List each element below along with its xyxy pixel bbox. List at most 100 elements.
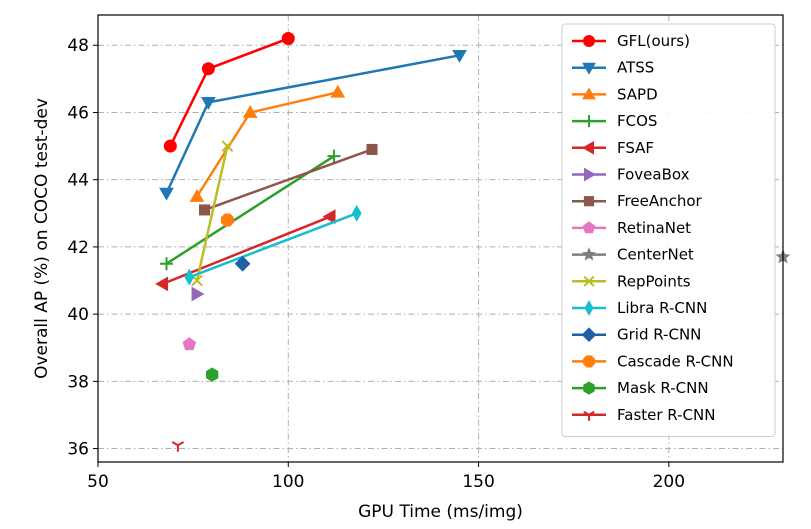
y-axis-label: Overall AP (%) on COCO test-dev	[32, 98, 52, 379]
legend-item: RetinaNet	[572, 219, 691, 237]
y-tick-label: 44	[67, 171, 89, 191]
series-line	[169, 37, 289, 147]
legend-item: FCOS	[572, 112, 657, 130]
legend-item: FoveaBox	[572, 166, 690, 184]
data-point	[184, 268, 195, 286]
legend-box	[561, 23, 776, 437]
series-layer	[155, 32, 791, 452]
data-point	[351, 204, 362, 222]
data-point	[171, 441, 185, 452]
data-point	[330, 84, 346, 98]
legend-label: Cascade R-CNN	[617, 352, 734, 370]
legend-label: RepPoints	[617, 272, 691, 290]
legend-label: Grid R-CNN	[617, 326, 701, 344]
data-point	[191, 286, 205, 302]
series-line	[165, 54, 460, 194]
series-libra-r-cnn	[184, 204, 362, 286]
data-point	[155, 276, 169, 292]
series-foveabox	[191, 286, 205, 302]
legend-marker	[582, 87, 596, 100]
series-freeanchor	[199, 143, 378, 216]
legend-item: RepPoints	[572, 272, 691, 290]
legend-label: FoveaBox	[617, 166, 690, 184]
legend-marker	[581, 327, 597, 343]
legend-marker	[582, 247, 596, 261]
legend-item: Grid R-CNN	[572, 326, 701, 344]
plot-frame	[97, 14, 784, 463]
legend-label: Libra R-CNN	[617, 299, 707, 317]
series-atss	[159, 49, 467, 201]
legend-item: FreeAnchor	[572, 192, 703, 210]
legend-marker	[583, 196, 595, 207]
legend-label: SAPD	[617, 85, 658, 103]
legend-item: SAPD	[572, 85, 658, 103]
legend-marker	[583, 275, 595, 287]
y-axis: 36 38 40 42 44 46 48	[67, 36, 98, 460]
legend-marker	[584, 300, 594, 316]
data-point	[182, 337, 197, 351]
series-grid-r-cnn	[234, 255, 251, 272]
x-tick-label: 50	[87, 472, 109, 492]
legend-marker	[582, 62, 596, 75]
y-tick-label: 42	[67, 238, 89, 258]
legend-item: CenterNet	[572, 246, 694, 264]
y-tick-label: 48	[67, 36, 89, 56]
data-point	[366, 143, 378, 155]
y-tick-label: 46	[67, 103, 89, 123]
series-line	[195, 145, 229, 281]
series-cascade-r-cnn	[220, 213, 234, 227]
data-point	[327, 149, 341, 163]
legend-label: ATSS	[617, 59, 654, 77]
data-point	[281, 32, 295, 46]
series-faster-r-cnn	[171, 441, 185, 452]
legend-marker	[581, 140, 594, 155]
data-point	[206, 367, 219, 382]
series-reppoints	[191, 140, 234, 287]
series-line	[188, 212, 358, 279]
x-tick-label: 200	[653, 472, 685, 492]
data-point	[199, 204, 211, 216]
data-point	[160, 257, 173, 271]
data-point	[242, 104, 258, 118]
legend-label: GFL(ours)	[617, 32, 690, 50]
legend-item: Mask R-CNN	[572, 379, 709, 397]
legend-marker	[584, 167, 597, 182]
y-tick-label: 40	[67, 305, 89, 325]
data-point	[201, 62, 215, 76]
legend-label: FSAF	[617, 139, 654, 157]
data-point	[220, 213, 234, 227]
legend-label: Mask R-CNN	[617, 379, 709, 397]
legend-marker	[582, 221, 596, 234]
series-fcos	[160, 149, 341, 271]
data-point	[234, 255, 251, 272]
series-mask-r-cnn	[206, 367, 219, 382]
x-tick-label: 100	[272, 472, 304, 492]
legend-marker	[583, 115, 595, 128]
legend-item: Faster R-CNN	[572, 406, 715, 424]
legend-label: RetinaNet	[617, 219, 691, 237]
legend-marker	[582, 355, 596, 368]
data-point	[221, 140, 234, 152]
series-fsaf	[155, 209, 336, 292]
legend-label: Faster R-CNN	[617, 406, 715, 424]
data-point	[163, 139, 177, 153]
legend-label: CenterNet	[617, 246, 694, 264]
legend-item: Libra R-CNN	[572, 299, 707, 317]
legend-marker	[583, 381, 595, 395]
x-axis-label: GPU Time (ms/img)	[358, 502, 523, 522]
data-point	[452, 49, 467, 63]
data-point	[322, 209, 336, 225]
legend-marker	[583, 410, 595, 421]
legend-label: FreeAnchor	[617, 192, 703, 210]
x-tick-label: 150	[462, 472, 494, 492]
x-axis: 50 100 150 200	[87, 462, 685, 492]
legend-item: FSAF	[572, 139, 654, 157]
y-tick-label: 38	[67, 372, 89, 392]
series-line	[195, 91, 339, 198]
series-retinanet	[182, 337, 197, 351]
data-point	[200, 97, 216, 110]
series-sapd	[189, 84, 346, 202]
series-gfl-ours	[163, 32, 295, 153]
legend-item: ATSS	[572, 59, 654, 77]
